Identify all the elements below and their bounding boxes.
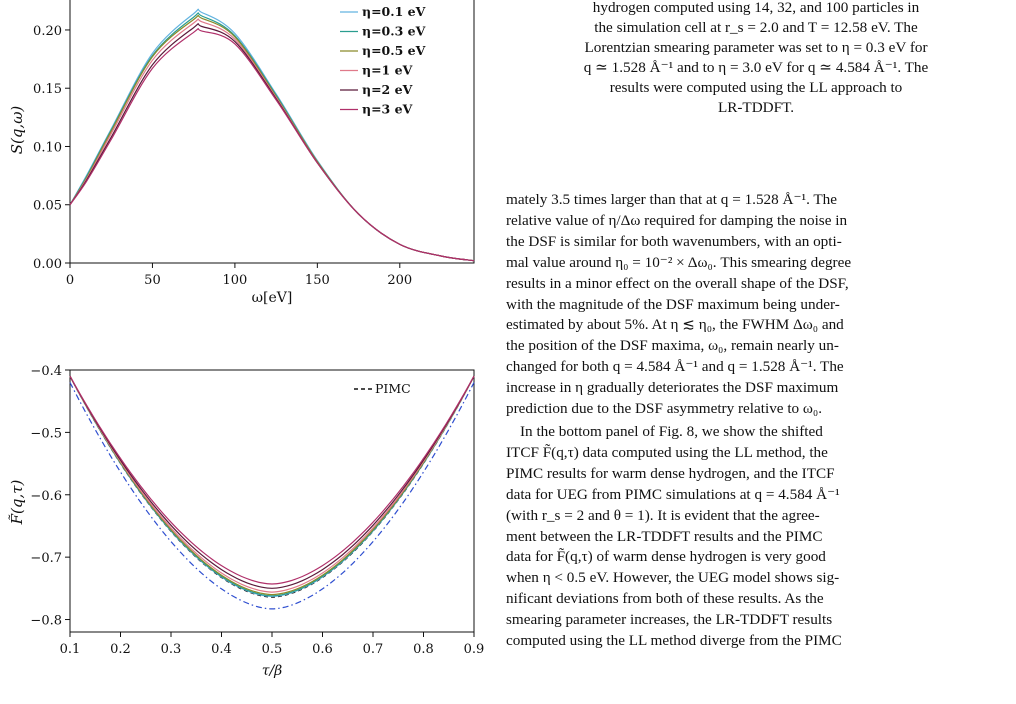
body-line: ITCF F̃(q,τ) data computed using the LL … (506, 443, 828, 461)
body-line: prediction due to the DSF asymmetry rela… (506, 400, 823, 418)
figure-caption: hydrogen computed using 14, 32, and 100 … (506, 0, 1006, 118)
caption-line: the simulation cell at r_s = 2.0 and T =… (594, 19, 918, 36)
body-line: data for F̃(q,τ) of warm dense hydrogen … (506, 548, 826, 566)
y-tick-label: −0.7 (30, 551, 62, 566)
paragraph: In the bottom panel of Fig. 8, we show t… (506, 422, 1006, 652)
body-line: when η < 0.5 eV. However, the UEG model … (506, 569, 840, 587)
caption-line: q ≃ 1.528 Å⁻¹ and to η = 3.0 eV for q ≃ … (583, 59, 929, 76)
x-tick-label: 0.2 (110, 642, 131, 657)
caption-line: hydrogen computed using 14, 32, and 100 … (592, 0, 920, 16)
caption-line: LR-TDDFT. (717, 99, 795, 116)
series-line (69, 375, 475, 585)
x-tick-label: 100 (222, 273, 247, 288)
top-legend: η=0.1 eV η=0.3 eV η=0.5 eV η=1 eV η=2 eV η=3 … (340, 4, 426, 117)
legend-label: η=0.5 eV (362, 43, 426, 58)
series-line (69, 375, 475, 589)
bottom-x-axis-label: τ/β (262, 663, 283, 679)
y-tick-label: 0.15 (33, 82, 62, 97)
x-tick-label: 150 (305, 273, 330, 288)
y-tick-label: −0.4 (30, 364, 62, 379)
body-line: In the bottom panel of Fig. 8, we show t… (520, 422, 823, 440)
top-panel: 0.00 0.05 0.10 0.15 0.20 0 50 100 150 200 S(q,ω)… (8, 0, 475, 306)
bottom-y-axis-label: F̃(q,τ) (8, 479, 26, 525)
body-line: relative value of η/Δω required for damp… (506, 211, 848, 229)
y-tick-label: −0.5 (30, 426, 62, 441)
body-line: results in a minor effect on the overall… (506, 274, 849, 292)
series-line (69, 28, 475, 262)
body-line: PIMC results for warm dense hydrogen, an… (506, 464, 835, 482)
body-line: mal value around η₀ = 10⁻² × Δω₀. This s… (506, 253, 852, 271)
y-tick-label: 0.05 (33, 199, 62, 214)
body-line: changed for both q = 4.584 Å⁻¹ and q = 1… (506, 358, 844, 376)
legend-label: η=3 eV (362, 102, 413, 117)
bottom-legend: PIMC (354, 381, 411, 396)
x-tick-label: 0.3 (161, 642, 182, 657)
x-tick-label: 0.1 (60, 642, 81, 657)
series-line (69, 23, 475, 262)
top-plot-frame (69, 0, 475, 264)
y-tick-label: 0.10 (33, 140, 62, 155)
series-line (69, 375, 475, 598)
bottom-y-ticks: −0.4 −0.5 −0.6 −0.7 −0.8 (30, 364, 70, 629)
body-line: increase in η gradually deteriorates the… (506, 379, 839, 397)
series-line (69, 382, 475, 610)
legend-label: η=0.3 eV (362, 24, 426, 39)
x-tick-label: 200 (387, 273, 412, 288)
body-line: data for UEG from PIMC simulations at q … (506, 485, 840, 503)
x-tick-label: 0.4 (211, 642, 232, 657)
top-x-ticks: 0 50 100 150 200 (66, 263, 412, 288)
body-line: estimated by about 5%. At η ≲ η₀, the FW… (506, 316, 844, 334)
y-tick-label: −0.8 (30, 614, 62, 629)
body-line: with the magnitude of the DSF maximum be… (506, 295, 840, 313)
bottom-panel: −0.4−0.5−0.6−0.7−0.8 0.1 0.2 0.3 0.4 0.5 0.6 0… (8, 364, 484, 679)
body-line: ment between the LR-TDDFT results and th… (506, 527, 823, 545)
x-tick-label: 0.9 (464, 642, 485, 657)
body-line: the DSF is similar for both wavenumbers,… (506, 232, 842, 250)
legend-label: η=2 eV (362, 82, 413, 97)
series-line (69, 375, 475, 597)
series-line (69, 375, 475, 593)
series-line (69, 375, 475, 596)
x-tick-label: 0.5 (262, 642, 283, 657)
y-tick-label: 0.00 (33, 257, 62, 272)
body-line: smearing parameter increases, the LR-TDD… (506, 611, 833, 629)
caption-line: results were computed using the LL appro… (609, 79, 903, 96)
legend-label: PIMC (375, 381, 411, 396)
x-tick-label: 0 (66, 273, 74, 288)
bottom-x-ticks: 0.1 0.2 0.3 0.4 0.5 0.6 0.7 0.8 0.9 (60, 632, 485, 657)
x-tick-label: 50 (144, 273, 161, 288)
body-text: mately 3.5 times larger than that at q =… (506, 190, 1006, 652)
paragraph: mately 3.5 times larger than that at q =… (506, 190, 1006, 420)
x-tick-label: 0.7 (363, 642, 384, 657)
top-y-axis-label: S(q,ω) (8, 106, 26, 155)
top-curves (69, 8, 475, 262)
legend-label: η=1 eV (362, 63, 413, 78)
bottom-plot-frame (69, 369, 475, 633)
legend-label: η=0.1 eV (362, 4, 426, 19)
caption-line: Lorentzian smearing parameter was set to… (584, 39, 928, 56)
figure-panels: 0.00 0.05 0.10 0.15 0.20 0 50 100 150 200 S(q,ω)… (8, 0, 484, 679)
body-line: nificant deviations from both of these r… (506, 590, 824, 608)
bottom-curves (69, 375, 475, 610)
x-tick-label: 0.8 (413, 642, 434, 657)
top-x-axis-label: ω[eV] (252, 290, 293, 306)
y-tick-label: −0.6 (30, 489, 62, 504)
top-y-ticks: 0.00 0.05 0.10 0.15 0.20 (33, 24, 70, 272)
body-line: the position of the DSF maxima, ω₀, rema… (506, 337, 839, 355)
series-line (69, 375, 475, 598)
body-line: (with r_s = 2 and θ = 1). It is evident … (506, 506, 820, 524)
y-tick-label: 0.20 (33, 24, 62, 39)
body-line: mately 3.5 times larger than that at q =… (506, 191, 838, 208)
x-tick-label: 0.6 (312, 642, 333, 657)
body-line: computed using the LL method diverge fro… (506, 632, 842, 650)
